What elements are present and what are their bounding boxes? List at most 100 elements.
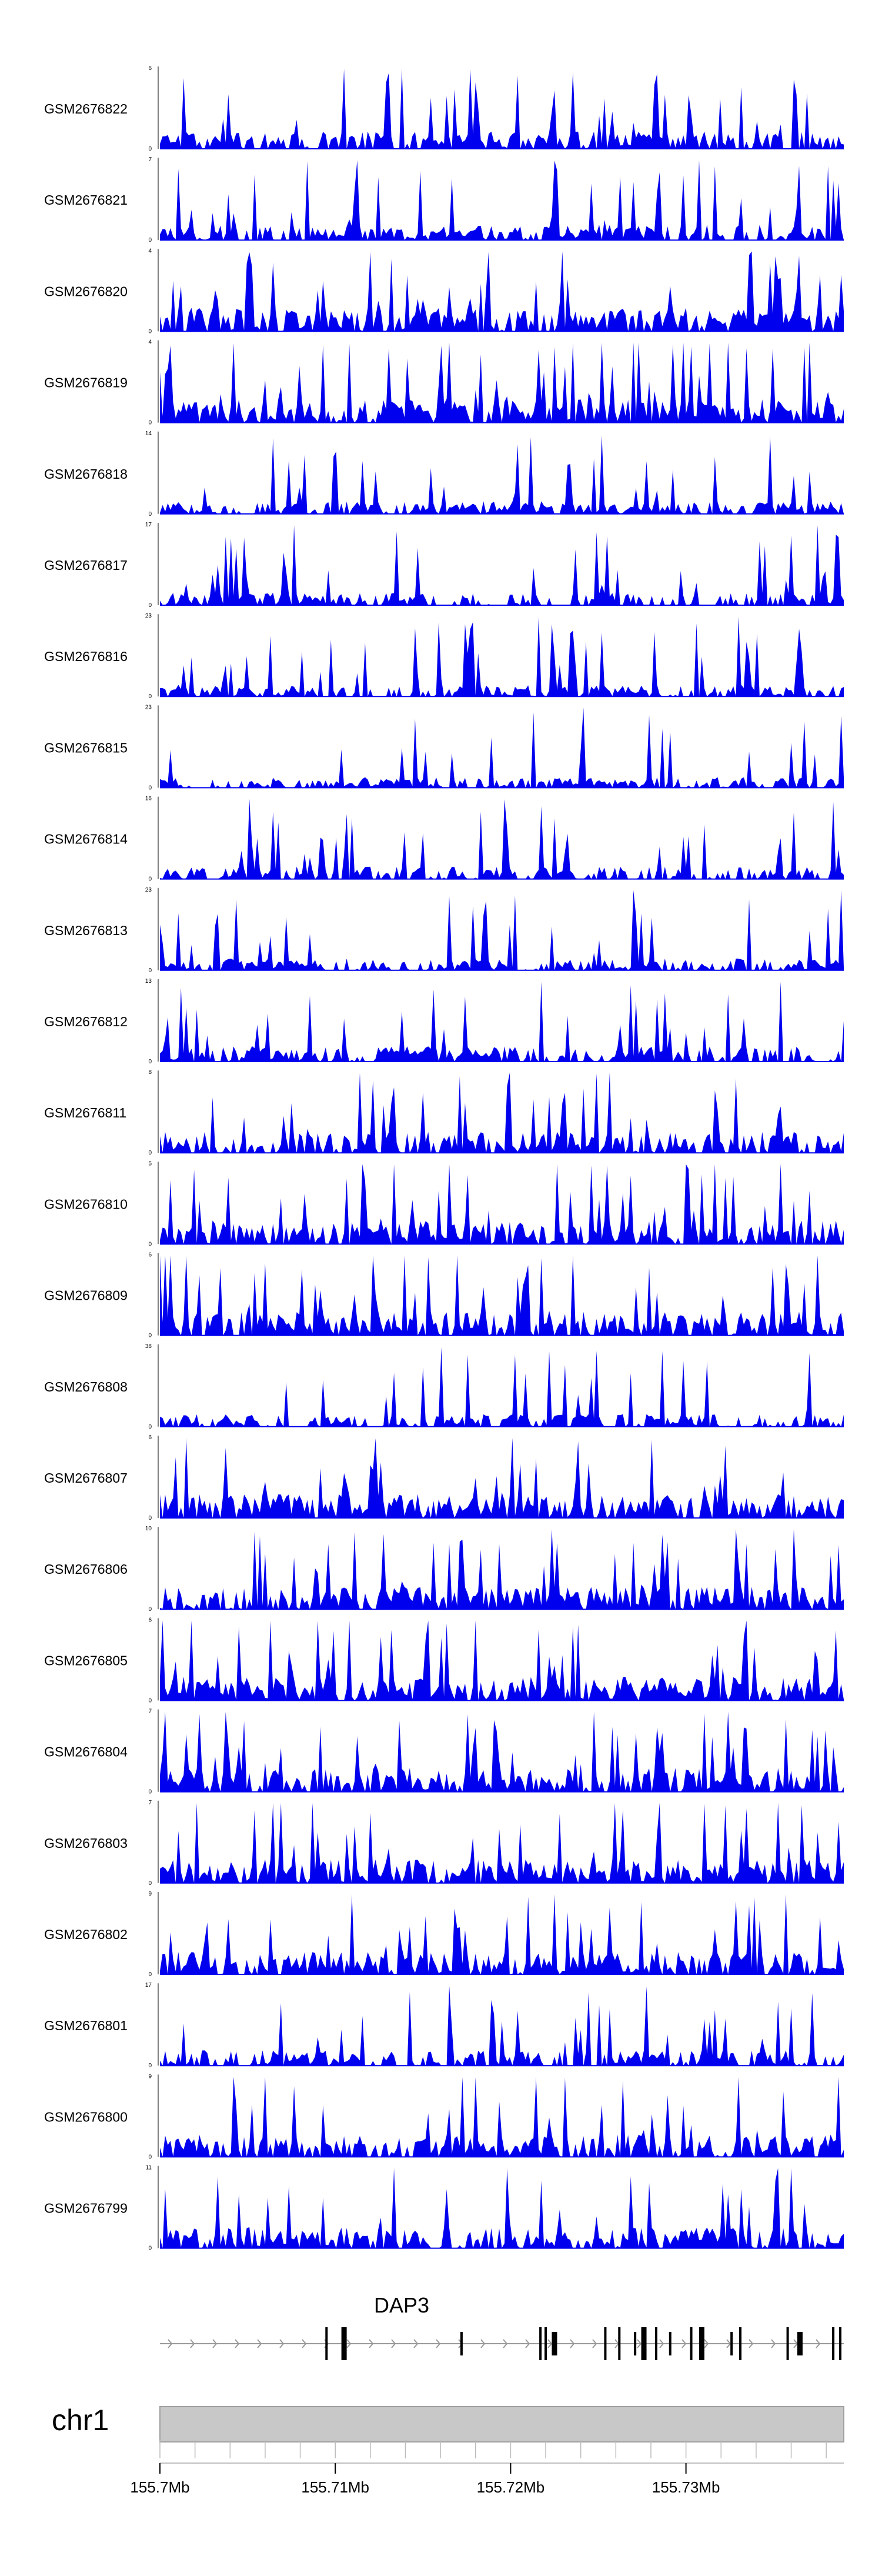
track-label: GSM2676802 bbox=[44, 1927, 128, 1942]
track-label: GSM2676815 bbox=[44, 740, 128, 755]
track-GSM2676802: GSM2676802 9 0 bbox=[44, 1891, 844, 1978]
track-label: GSM2676801 bbox=[44, 2018, 128, 2033]
track-GSM2676812: GSM2676812 13 0 bbox=[44, 978, 844, 1065]
track-label: GSM2676810 bbox=[44, 1196, 128, 1212]
track-label: GSM2676805 bbox=[44, 1653, 128, 1668]
track-label: GSM2676819 bbox=[44, 375, 128, 391]
track-GSM2676822: GSM2676822 6 0 bbox=[44, 65, 844, 152]
track-ymin-label: 0 bbox=[148, 1515, 152, 1521]
track-ymax-label: 13 bbox=[145, 978, 152, 985]
coverage-area bbox=[160, 1438, 844, 1518]
coverage-area bbox=[160, 251, 844, 332]
strand-arrow bbox=[168, 2339, 173, 2348]
coverage-area bbox=[160, 890, 844, 970]
gene-exon bbox=[832, 2327, 835, 2360]
track-GSM2676819: GSM2676819 4 0 bbox=[44, 339, 844, 426]
strand-arrow bbox=[480, 2339, 486, 2348]
track-label: GSM2676818 bbox=[44, 466, 128, 482]
track-GSM2676799: GSM2676799 11 0 bbox=[44, 2165, 844, 2252]
track-label: GSM2676799 bbox=[44, 2201, 128, 2216]
track-GSM2676815: GSM2676815 23 0 bbox=[44, 704, 844, 791]
track-ymin-label: 0 bbox=[148, 1333, 152, 1339]
coverage-area bbox=[160, 1529, 844, 1610]
track-ymin-label: 0 bbox=[148, 2245, 152, 2252]
coverage-area bbox=[160, 1620, 844, 1701]
track-ymin-label: 0 bbox=[148, 1606, 152, 1613]
track-label: GSM2676808 bbox=[44, 1379, 128, 1394]
strand-arrow bbox=[816, 2339, 821, 2348]
track-ymin-label: 0 bbox=[148, 146, 152, 152]
gene-exon bbox=[797, 2332, 803, 2355]
gene-label-dap3: DAP3 bbox=[374, 2293, 429, 2317]
coverage-area bbox=[160, 525, 844, 605]
gene-exon bbox=[690, 2327, 693, 2360]
coverage-area bbox=[160, 160, 844, 241]
track-label: GSM2676820 bbox=[44, 283, 128, 299]
track-GSM2676811: GSM2676811 8 0 bbox=[44, 1069, 844, 1156]
gene-track: DAP3 bbox=[160, 2293, 844, 2360]
track-ymax-label: 17 bbox=[145, 522, 152, 528]
track-label: GSM2676814 bbox=[44, 832, 128, 847]
track-ymin-label: 0 bbox=[148, 1059, 152, 1065]
track-ymax-label: 6 bbox=[148, 1434, 152, 1441]
strand-arrow bbox=[771, 2339, 776, 2348]
gene-model bbox=[160, 2327, 844, 2360]
track-label: GSM2676821 bbox=[44, 192, 128, 208]
track-ymin-label: 0 bbox=[148, 602, 152, 609]
track-ymin-label: 0 bbox=[148, 511, 152, 518]
coverage-area bbox=[160, 1803, 844, 1883]
track-ymax-label: 38 bbox=[145, 1343, 152, 1350]
track-ymin-label: 0 bbox=[148, 1241, 152, 1247]
track-GSM2676809: GSM2676809 6 0 bbox=[44, 1252, 844, 1339]
coverage-area bbox=[160, 1255, 844, 1336]
coverage-area bbox=[160, 1073, 844, 1153]
track-ymax-label: 9 bbox=[148, 1891, 152, 1897]
strand-arrow bbox=[346, 2339, 352, 2348]
strand-arrow bbox=[212, 2339, 218, 2348]
coverage-area bbox=[160, 435, 844, 514]
strand-arrow bbox=[637, 2339, 642, 2348]
track-GSM2676804: GSM2676804 7 0 bbox=[44, 1709, 844, 1796]
track-label: GSM2676804 bbox=[44, 1744, 128, 1760]
strand-arrow bbox=[190, 2339, 195, 2348]
track-ymax-label: 23 bbox=[145, 613, 152, 619]
chromosome-label: chr1 bbox=[52, 2404, 109, 2437]
track-ymax-label: 10 bbox=[145, 1526, 152, 1532]
strand-arrow bbox=[436, 2339, 441, 2348]
strand-arrow bbox=[592, 2339, 597, 2348]
track-label: GSM2676811 bbox=[44, 1105, 126, 1120]
gene-exon bbox=[341, 2327, 347, 2360]
track-ymax-label: 6 bbox=[148, 1252, 152, 1259]
track-label: GSM2676817 bbox=[44, 558, 128, 573]
track-GSM2676818: GSM2676818 14 0 bbox=[44, 431, 844, 518]
coverage-area bbox=[160, 69, 844, 149]
strand-arrow bbox=[726, 2339, 731, 2348]
track-ymax-label: 6 bbox=[148, 65, 152, 72]
gene-exon bbox=[544, 2327, 547, 2360]
gene-exon bbox=[460, 2332, 463, 2355]
gene-exon bbox=[730, 2332, 733, 2355]
strand-arrow bbox=[659, 2339, 664, 2348]
strand-arrow bbox=[547, 2339, 553, 2348]
track-label: GSM2676813 bbox=[44, 923, 128, 938]
track-GSM2676805: GSM2676805 6 0 bbox=[44, 1617, 844, 1704]
track-ymax-label: 8 bbox=[148, 1069, 152, 1076]
track-GSM2676820: GSM2676820 4 0 bbox=[44, 248, 844, 335]
track-label: GSM2676806 bbox=[44, 1561, 128, 1577]
gene-exon bbox=[699, 2327, 704, 2360]
gene-exon bbox=[739, 2327, 742, 2360]
coverage-area bbox=[160, 2168, 844, 2248]
track-ymax-label: 16 bbox=[145, 796, 152, 802]
gene-exon bbox=[552, 2332, 557, 2355]
gene-exon bbox=[618, 2327, 621, 2360]
track-ymin-label: 0 bbox=[148, 1150, 152, 1156]
axis-tick-label: 155.73Mb bbox=[652, 2478, 720, 2496]
track-ymin-label: 0 bbox=[148, 693, 152, 700]
track-ymin-label: 0 bbox=[148, 1880, 152, 1887]
axis-tick-label: 155.7Mb bbox=[130, 2478, 189, 2496]
track-label: GSM2676822 bbox=[44, 101, 128, 116]
track-ymax-label: 14 bbox=[145, 431, 152, 437]
coverage-area bbox=[160, 1347, 844, 1427]
track-ymin-label: 0 bbox=[148, 237, 152, 243]
